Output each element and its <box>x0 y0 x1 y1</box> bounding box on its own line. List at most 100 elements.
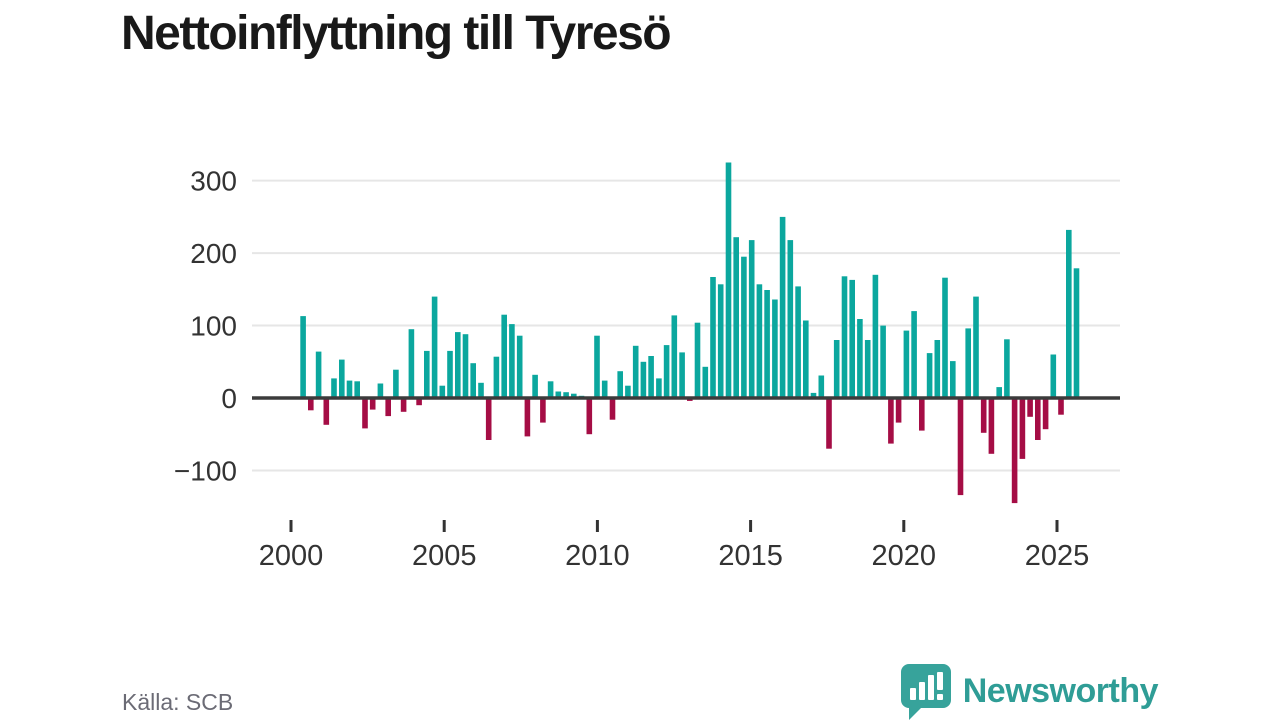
bar <box>1035 398 1041 440</box>
bar <box>1011 398 1018 504</box>
bar <box>501 314 507 398</box>
bar <box>609 398 616 420</box>
x-tick-label: 2020 <box>872 540 937 572</box>
bar <box>656 378 662 398</box>
bar <box>625 385 631 398</box>
bar <box>369 398 376 410</box>
x-tick-label: 2025 <box>1025 540 1090 572</box>
bar <box>741 256 747 398</box>
bar <box>1004 339 1010 398</box>
bar <box>826 398 832 449</box>
bar <box>756 284 763 398</box>
bar <box>725 162 732 398</box>
bar <box>555 391 562 398</box>
bar <box>416 398 422 406</box>
bar <box>1042 398 1049 430</box>
bar <box>617 371 623 398</box>
bar <box>424 350 430 398</box>
bar <box>547 381 554 398</box>
bar <box>300 316 306 398</box>
x-axis-ticks: 2000 2005 2010 2015 2020 2025 <box>259 520 1090 572</box>
bar <box>586 398 593 435</box>
bar <box>911 311 917 398</box>
bar <box>400 398 407 412</box>
bar <box>980 398 987 433</box>
source-note: Källa: SCB <box>122 689 234 715</box>
bar <box>795 286 801 398</box>
bar <box>702 366 709 398</box>
bar <box>485 398 492 440</box>
bar <box>532 374 538 398</box>
bar <box>895 398 902 423</box>
bars <box>300 162 1080 504</box>
bar <box>354 381 360 398</box>
bar <box>447 350 453 398</box>
bar <box>1050 354 1057 398</box>
bar <box>431 296 438 398</box>
bar <box>1019 398 1026 459</box>
bar <box>478 382 484 398</box>
bar <box>733 237 739 398</box>
bar <box>810 392 817 398</box>
bar <box>942 277 948 398</box>
bar <box>663 345 670 398</box>
newsworthy-wordmark: Newsworthy <box>962 672 1159 710</box>
bar <box>377 383 384 398</box>
bar <box>648 356 654 398</box>
bar <box>872 274 879 398</box>
x-tick-label: 2005 <box>412 540 477 572</box>
bar <box>632 345 639 398</box>
bar <box>594 335 600 398</box>
bar <box>818 375 825 398</box>
bar <box>996 387 1002 398</box>
bar <box>919 398 925 431</box>
bar <box>1073 268 1080 398</box>
bar <box>779 216 786 398</box>
bar <box>748 240 755 398</box>
bar <box>764 290 770 398</box>
bar <box>509 324 515 398</box>
bar <box>973 296 979 398</box>
bar <box>393 369 399 398</box>
bar <box>864 340 871 398</box>
bar <box>787 240 794 398</box>
bar <box>671 315 678 398</box>
bar <box>308 398 314 411</box>
bar <box>1027 398 1033 417</box>
bar <box>315 351 322 398</box>
bar <box>408 329 415 398</box>
bar <box>710 277 716 398</box>
bar <box>880 325 886 399</box>
y-axis-labels: 300 200 100 0 −100 <box>174 166 237 487</box>
x-tick-label: 2015 <box>718 540 783 572</box>
y-tick-label: 200 <box>190 238 237 269</box>
bar <box>803 320 809 398</box>
x-tick-label: 2000 <box>259 540 324 572</box>
bar <box>679 352 685 398</box>
bar <box>717 284 724 398</box>
bar <box>563 392 569 398</box>
bar <box>965 328 971 398</box>
bar <box>772 299 778 398</box>
bar <box>516 335 523 398</box>
bar <box>601 380 608 398</box>
bar <box>903 330 910 398</box>
newsworthy-logo: Newsworthy <box>897 662 1159 720</box>
bar <box>833 340 840 398</box>
y-tick-label: 100 <box>190 311 237 342</box>
bar <box>439 385 446 398</box>
bar <box>926 353 933 398</box>
bar <box>857 319 863 398</box>
bar <box>841 276 848 398</box>
chart-title: Nettoinflyttning till Tyresö <box>121 7 672 60</box>
bar <box>493 356 500 398</box>
bar <box>694 322 701 398</box>
bar <box>988 398 995 454</box>
bar <box>339 359 345 398</box>
bar <box>571 393 577 398</box>
bar <box>323 398 330 425</box>
x-tick-label: 2010 <box>565 540 630 572</box>
bar <box>385 398 391 417</box>
